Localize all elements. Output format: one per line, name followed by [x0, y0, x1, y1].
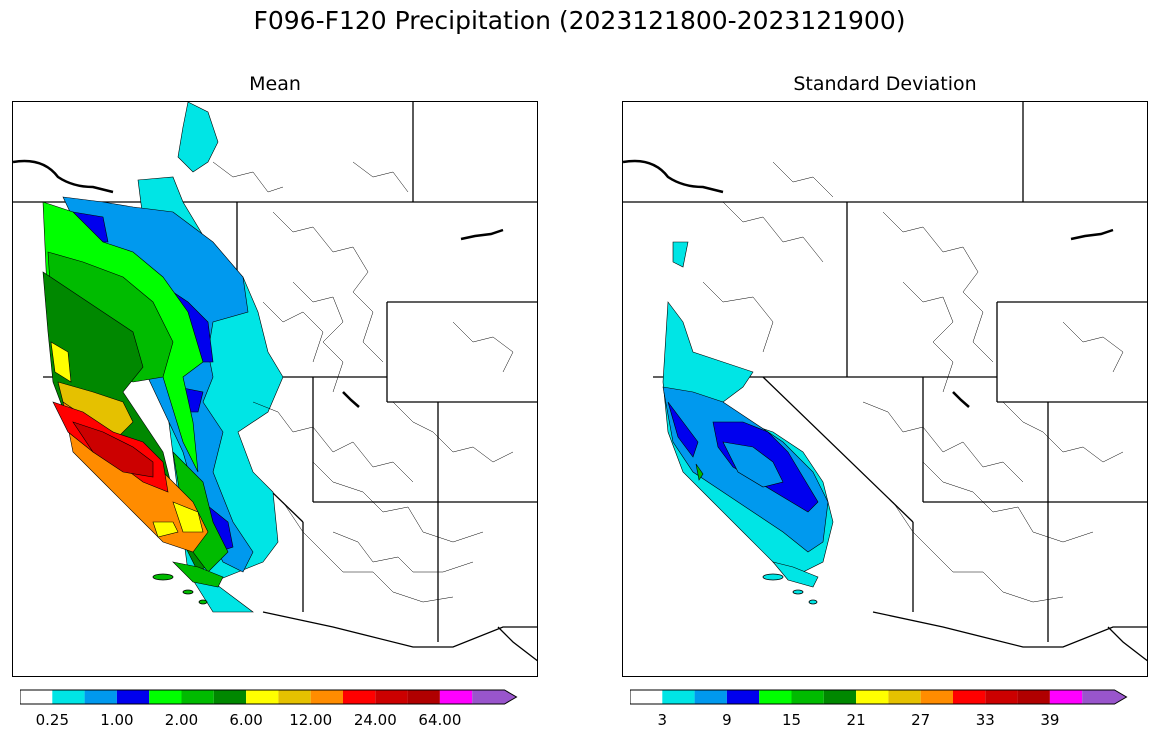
stddev-panel-title: Standard Deviation — [793, 73, 977, 95]
colorbar-tick-label: 33 — [975, 711, 995, 729]
colorbar-tick-label: 64.00 — [418, 711, 462, 729]
colorbar-segment — [84, 690, 117, 704]
colorbar-segment — [52, 690, 85, 704]
colorbar-segment — [985, 690, 1018, 704]
colorbar-segment — [20, 690, 53, 704]
colorbar-outline — [629, 689, 1128, 705]
stddev-map — [622, 101, 1148, 677]
water-features — [13, 159, 504, 408]
colorbar-segment — [920, 690, 953, 704]
basin-outlines — [702, 161, 1124, 603]
colorbar-tick-label: 24.00 — [353, 711, 397, 729]
colorbar-tick-label: 9 — [722, 711, 732, 729]
state-borders — [623, 102, 1147, 662]
colorbar-tick-label: 12.00 — [289, 711, 333, 729]
colorbar-tick-label: 27 — [911, 711, 931, 729]
colorbar-tick-label: 1.00 — [100, 711, 134, 729]
colorbar-segment — [823, 690, 857, 704]
stddev-precip-field — [662, 241, 834, 588]
colorbar-segment — [953, 690, 986, 704]
mean-map — [12, 101, 538, 677]
colorbar-segment — [1049, 690, 1083, 704]
colorbar-segment — [726, 690, 760, 704]
mean-panel-title: Mean — [249, 73, 301, 95]
basin-outlines — [212, 161, 514, 603]
colorbar-tick-label: 6.00 — [229, 711, 263, 729]
colorbar-tick-label: 39 — [1040, 711, 1060, 729]
colorbar-segment — [694, 690, 727, 704]
colorbar-segment — [856, 690, 889, 704]
colorbar-tick-label: 21 — [846, 711, 866, 729]
channel-islands — [762, 573, 818, 605]
colorbar-segment — [662, 690, 695, 704]
mean-colorbar — [19, 689, 532, 709]
colorbar-segment — [343, 690, 376, 704]
colorbar-segment — [1017, 690, 1050, 704]
colorbar-segment — [407, 690, 440, 704]
mean-precip-field — [42, 102, 284, 613]
colorbar-tick-label: 0.25 — [35, 711, 69, 729]
colorbar-segment — [278, 690, 311, 704]
channel-islands — [152, 573, 208, 605]
colorbar-segment — [888, 690, 921, 704]
colorbar-segment — [310, 690, 343, 704]
colorbar-segment — [1082, 690, 1127, 704]
colorbar-segment — [759, 690, 792, 704]
colorbar-tick-label: 3 — [657, 711, 668, 729]
colorbar-segment — [439, 690, 473, 704]
colorbar-segment — [149, 690, 182, 704]
colorbar-segment — [472, 690, 517, 704]
figure-title: F096-F120 Precipitation (2023121800-2023… — [253, 6, 906, 35]
colorbar-segment — [116, 690, 150, 704]
colorbar-segment — [181, 690, 214, 704]
colorbar-segment — [213, 690, 247, 704]
stddev-colorbar — [629, 689, 1142, 709]
colorbar-tick-label: 2.00 — [164, 711, 199, 729]
colorbar-tick-label: 15 — [781, 711, 802, 729]
colorbar-segment — [630, 690, 663, 704]
colorbar-segment — [791, 690, 824, 704]
colorbar-segment — [246, 690, 279, 704]
colorbar-outline — [19, 689, 518, 705]
colorbar-segment — [375, 690, 408, 704]
water-features — [623, 159, 1114, 408]
